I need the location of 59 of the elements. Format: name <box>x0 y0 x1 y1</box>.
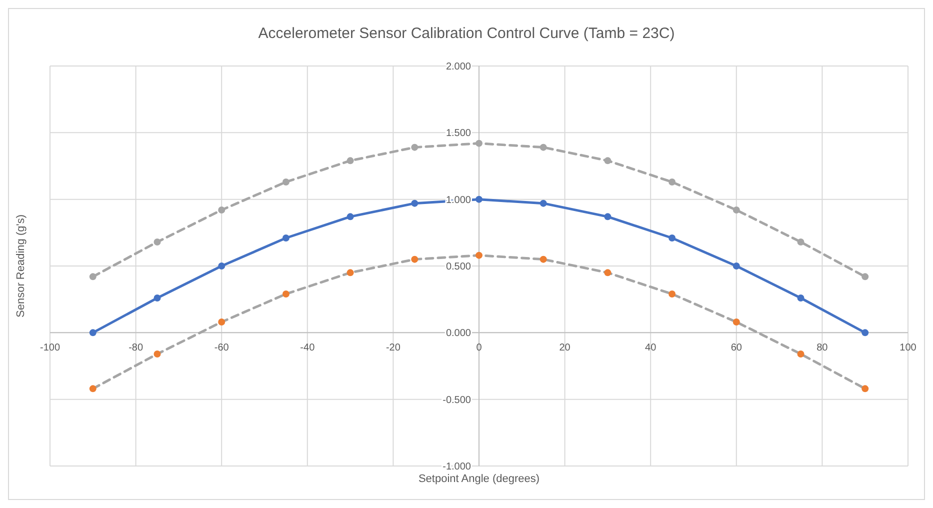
point <box>604 157 612 164</box>
point <box>540 144 547 151</box>
point <box>154 238 161 246</box>
x-tick-label: 100 <box>900 342 917 354</box>
point <box>797 294 804 302</box>
chart-title: Accelerometer Sensor Calibration Control Curve (Tamb = 23C) <box>258 25 675 42</box>
point <box>862 385 869 392</box>
x-tick-label: -40 <box>300 342 316 354</box>
point <box>282 234 290 242</box>
x-tick-label: 60 <box>730 342 742 354</box>
point <box>604 269 612 276</box>
x-tick-label: 40 <box>645 342 657 354</box>
x-tick-label: -100 <box>40 342 60 354</box>
y-tick-label: 2.000 <box>446 62 472 72</box>
point <box>411 256 418 263</box>
point <box>346 157 354 164</box>
y-tick-label: -1.000 <box>442 462 472 472</box>
point <box>154 294 161 302</box>
y-tick-label: 1.500 <box>446 128 472 140</box>
point <box>411 200 418 207</box>
x-tick-label: -60 <box>214 342 230 354</box>
point <box>282 178 290 186</box>
point <box>411 144 418 151</box>
point <box>218 262 226 270</box>
point <box>540 256 547 263</box>
point <box>476 140 482 147</box>
point <box>89 329 96 336</box>
point <box>862 329 869 336</box>
point <box>732 262 740 270</box>
point <box>540 200 547 207</box>
point <box>732 318 740 326</box>
point <box>668 290 676 298</box>
point <box>604 213 612 220</box>
x-tick-label: 20 <box>559 342 571 354</box>
x-tick-label: 0 <box>476 342 482 354</box>
point <box>89 385 96 392</box>
point <box>346 269 354 276</box>
point <box>282 290 290 298</box>
y-tick-label: -0.500 <box>442 394 472 406</box>
x-tick-label: 80 <box>816 342 828 354</box>
point <box>797 238 804 246</box>
point <box>154 350 161 358</box>
point <box>346 213 354 220</box>
point <box>797 350 804 358</box>
point <box>732 206 740 214</box>
point <box>218 318 226 326</box>
point <box>668 178 676 186</box>
point <box>218 206 226 214</box>
point <box>476 196 482 203</box>
point <box>89 273 96 280</box>
point <box>668 234 676 242</box>
x-tick-label: -20 <box>386 342 401 354</box>
point <box>862 273 869 280</box>
point <box>476 252 482 259</box>
y-axis-title: Sensor Reading (g's) <box>15 214 27 318</box>
x-tick-label: -80 <box>128 342 144 354</box>
y-tick-label: 0.000 <box>446 328 472 340</box>
x-axis-title: Setpoint Angle (degrees) <box>418 473 540 485</box>
y-tick-label: 0.500 <box>446 262 472 272</box>
